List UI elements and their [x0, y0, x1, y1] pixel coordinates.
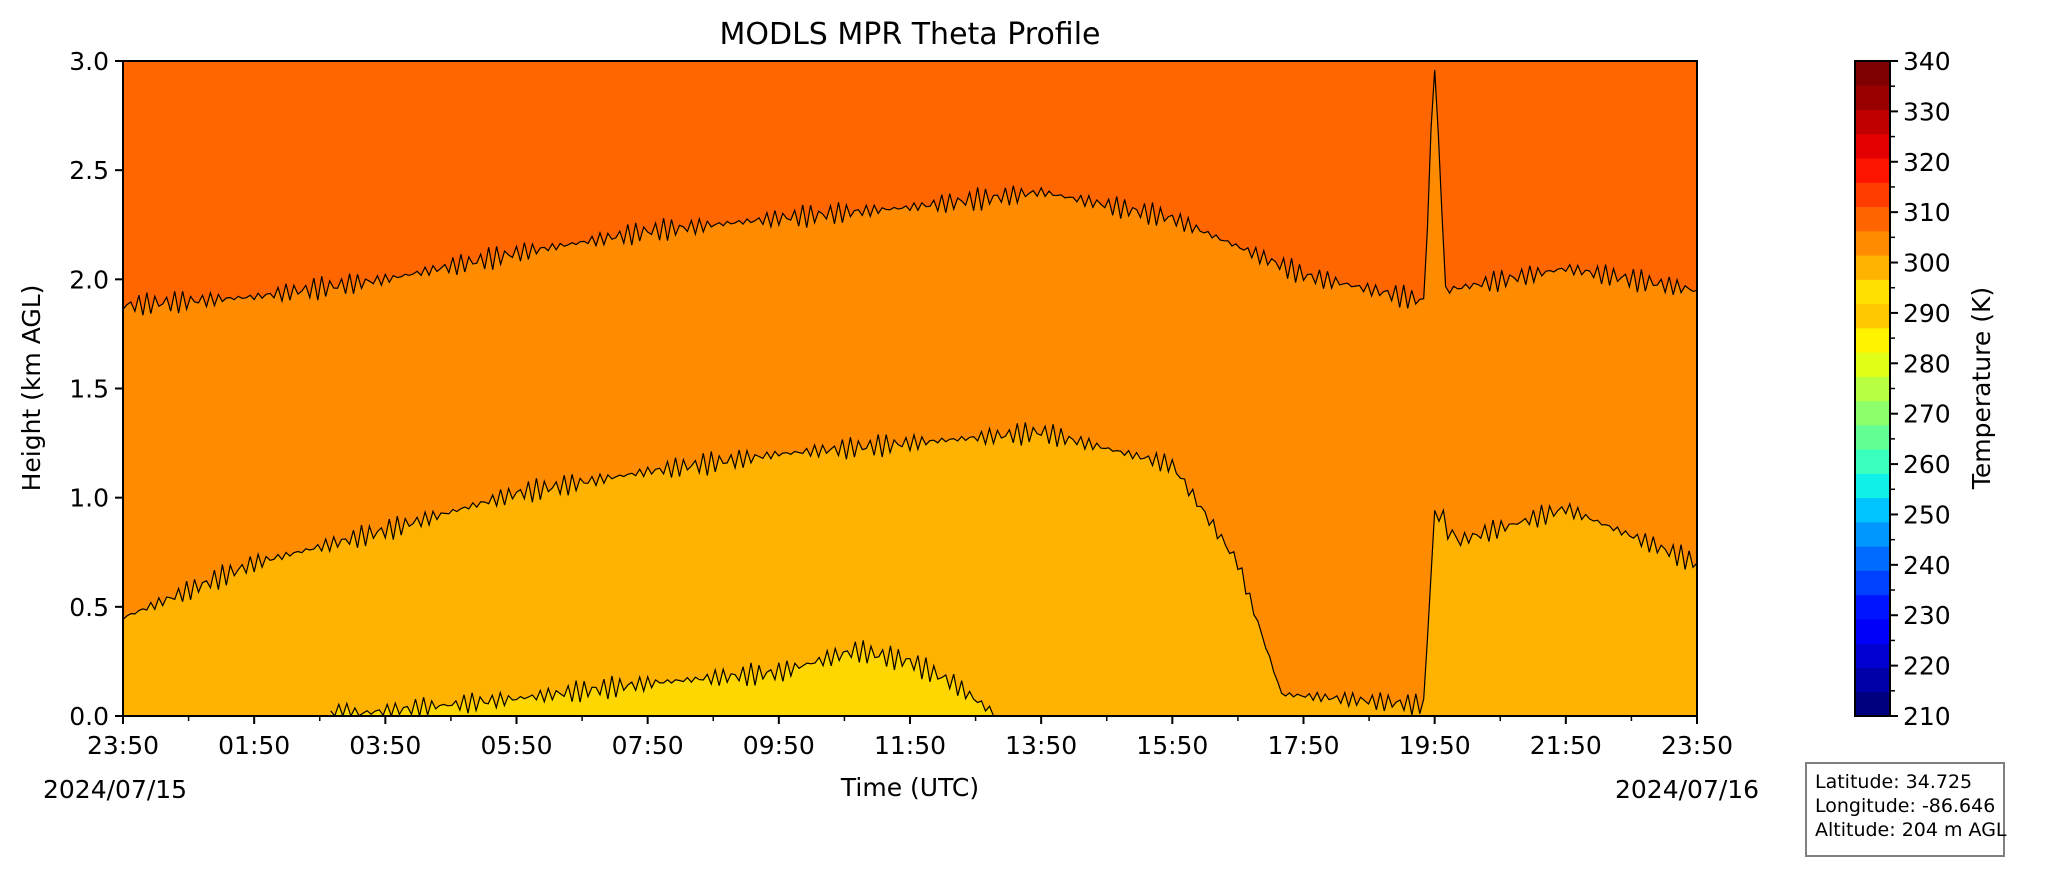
- colorbar-segment: [1855, 303, 1890, 329]
- y-tick-label: 1.5: [69, 375, 109, 404]
- colorbar-segment: [1855, 449, 1890, 474]
- colorbar-segment: [1855, 182, 1890, 208]
- colorbar-segment: [1855, 400, 1890, 426]
- colorbar-segment: [1855, 255, 1890, 280]
- y-tick-label: 0.5: [69, 593, 109, 622]
- y-tick-label: 2.0: [69, 265, 109, 294]
- region-300-305k: [123, 422, 1697, 716]
- x-tick-label: 09:50: [743, 731, 815, 760]
- x-axis: 23:50 01:50 03:50 05:50 07:50 09:50 11:50 13:50…: [87, 716, 1733, 760]
- contour-300k: [330, 640, 998, 716]
- x-tick-label: 23:50: [1661, 731, 1733, 760]
- colorbar-segment: [1855, 206, 1890, 232]
- colorbar-segment: [1855, 352, 1890, 377]
- colorbar-segment: [1855, 327, 1890, 353]
- colorbar-segment: [1855, 85, 1890, 111]
- altitude-text: Altitude: 204 m AGL: [1815, 819, 2007, 841]
- y-tick-label: 0.0: [69, 702, 109, 731]
- colorbar-segment: [1855, 61, 1890, 86]
- colorbar-segment: [1855, 279, 1890, 305]
- colorbar-tick-label: 230: [1903, 601, 1951, 630]
- colorbar-tick-label: 340: [1903, 47, 1951, 76]
- colorbar-segment: [1855, 424, 1890, 450]
- contour-305k: [123, 422, 1697, 716]
- colorbar-tick-label: 250: [1903, 500, 1951, 529]
- colorbar-label: Temperature (K): [1967, 287, 1996, 490]
- colorbar-segment: [1855, 546, 1890, 571]
- longitude-text: Longitude: -86.646: [1815, 795, 1996, 817]
- colorbar-tick-label: 290: [1903, 299, 1951, 328]
- contour-310k: [123, 69, 1697, 316]
- colorbar-tick-label: 220: [1903, 652, 1951, 681]
- x-tick-label: 07:50: [612, 731, 684, 760]
- y-axis-label: Height (km AGL): [17, 285, 46, 492]
- y-axis: 0.0 0.5 1.0 1.5 2.0 2.5 3.0: [69, 47, 123, 731]
- colorbar-tick-label: 300: [1903, 249, 1951, 278]
- colorbar-ticks: 210 220 230 240 250 260 270 280 290 300 310 320 330 3…: [1890, 47, 1951, 731]
- theta-filled-contours: [123, 61, 1697, 716]
- colorbar-segment: [1855, 133, 1890, 159]
- x-tick-label: 05:50: [480, 731, 552, 760]
- colorbar-segment: [1855, 497, 1890, 523]
- y-tick-label: 2.5: [69, 156, 109, 185]
- colorbar-segment: [1855, 521, 1890, 547]
- colorbar-tick-label: 320: [1903, 148, 1951, 177]
- x-tick-label: 19:50: [1399, 731, 1471, 760]
- latitude-text: Latitude: 34.725: [1815, 771, 1973, 793]
- x-tick-label: 03:50: [349, 731, 421, 760]
- x-tick-label: 23:50: [87, 731, 159, 760]
- colorbar-segment: [1855, 376, 1890, 402]
- start-date-label: 2024/07/15: [43, 775, 187, 804]
- colorbar-segment: [1855, 643, 1890, 668]
- colorbar-segment: [1855, 667, 1890, 693]
- colorbar-tick-label: 260: [1903, 450, 1951, 479]
- colorbar: [1855, 61, 1890, 717]
- colorbar-tick-label: 270: [1903, 400, 1951, 429]
- colorbar-segment: [1855, 230, 1890, 256]
- colorbar-tick-label: 240: [1903, 551, 1951, 580]
- station-info-box: Latitude: 34.725 Longitude: -86.646 Alti…: [1805, 762, 2007, 857]
- x-tick-label: 11:50: [874, 731, 946, 760]
- colorbar-tick-label: 330: [1903, 97, 1951, 126]
- theta-contour-lines: [123, 69, 1697, 716]
- colorbar-segment: [1855, 473, 1890, 499]
- colorbar-tick-label: 280: [1903, 349, 1951, 378]
- x-tick-label: 21:50: [1530, 731, 1602, 760]
- colorbar-segment: [1855, 158, 1890, 183]
- x-tick-label: 15:50: [1136, 731, 1208, 760]
- colorbar-segment: [1855, 594, 1890, 620]
- colorbar-segment: [1855, 109, 1890, 135]
- colorbar-tick-label: 310: [1903, 198, 1951, 227]
- end-date-label: 2024/07/16: [1615, 775, 1759, 804]
- region-below-300k: [330, 640, 998, 716]
- colorbar-segment: [1855, 618, 1890, 644]
- y-tick-label: 3.0: [69, 47, 109, 76]
- x-tick-label: 01:50: [218, 731, 290, 760]
- x-tick-label: 17:50: [1267, 731, 1339, 760]
- colorbar-segment: [1855, 570, 1890, 596]
- y-tick-label: 1.0: [69, 484, 109, 513]
- x-axis-label: Time (UTC): [840, 773, 979, 802]
- x-tick-label: 13:50: [1005, 731, 1077, 760]
- chart-title: MODLS MPR Theta Profile: [719, 17, 1100, 52]
- colorbar-segment: [1855, 691, 1890, 717]
- colorbar-tick-label: 210: [1903, 702, 1951, 731]
